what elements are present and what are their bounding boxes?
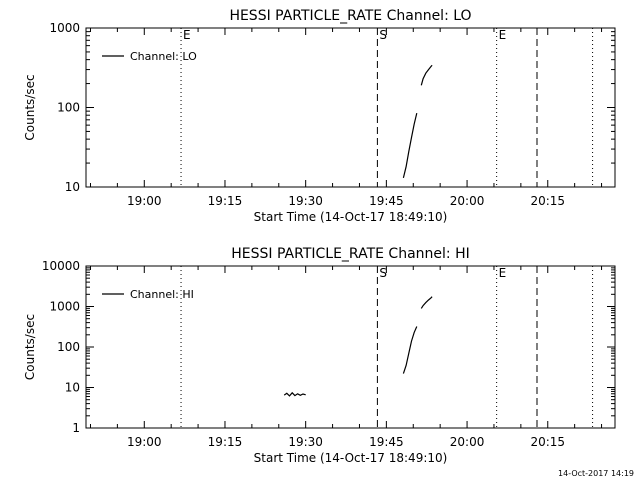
series-line [283,391,306,397]
series-line [402,326,418,374]
x-tick-label: 19:15 [208,194,243,208]
x-tick-label: 20:00 [450,435,485,449]
panel-lo-channel: HESSI PARTICLE_RATE Channel: LO Start Tim… [23,8,616,224]
y-tick-label: 1000 [49,300,80,314]
x-tick-label: 20:15 [530,194,565,208]
x-axis-label: Start Time (14-Oct-17 18:49:10) [254,210,448,224]
event-marker-label: E [183,28,191,42]
x-tick-label: 19:00 [127,194,162,208]
legend-label: Channel: HI [130,288,194,301]
y-axis-label: Counts/sec [23,74,37,140]
event-marker-label: S [379,266,387,280]
legend-label: Channel: LO [130,50,197,63]
x-tick-label: 19:30 [288,435,323,449]
x-tick-label: 19:00 [127,435,162,449]
chart-title: HESSI PARTICLE_RATE Channel: LO [229,8,471,24]
y-tick-label: 1 [72,421,80,435]
x-tick-label: 19:45 [369,194,404,208]
x-tick-label: 19:45 [369,435,404,449]
y-axis-label: Counts/sec [23,314,37,380]
series-line [420,64,433,86]
series-line [402,112,418,179]
y-tick-label: 10 [65,381,80,395]
chart-title: HESSI PARTICLE_RATE Channel: HI [231,246,469,262]
x-axis-label: Start Time (14-Oct-17 18:49:10) [254,451,448,465]
y-tick-label: 10 [65,180,80,194]
y-tick-label: 10000 [42,259,80,273]
y-tick-label: 100 [57,101,80,115]
event-marker-label: E [499,28,507,42]
x-tick-label: 19:30 [288,194,323,208]
y-tick-label: 1000 [49,21,80,35]
footer-date: 14-Oct-2017 14:19 [558,469,634,478]
y-tick-label: 100 [57,340,80,354]
series-line [420,296,433,309]
event-marker-label: E [499,266,507,280]
event-marker-label: S [379,28,387,42]
panel-hi-channel: HESSI PARTICLE_RATE Channel: HI Start Tim… [23,246,616,465]
x-tick-label: 20:15 [530,435,565,449]
x-tick-label: 19:15 [208,435,243,449]
x-tick-label: 20:00 [450,194,485,208]
